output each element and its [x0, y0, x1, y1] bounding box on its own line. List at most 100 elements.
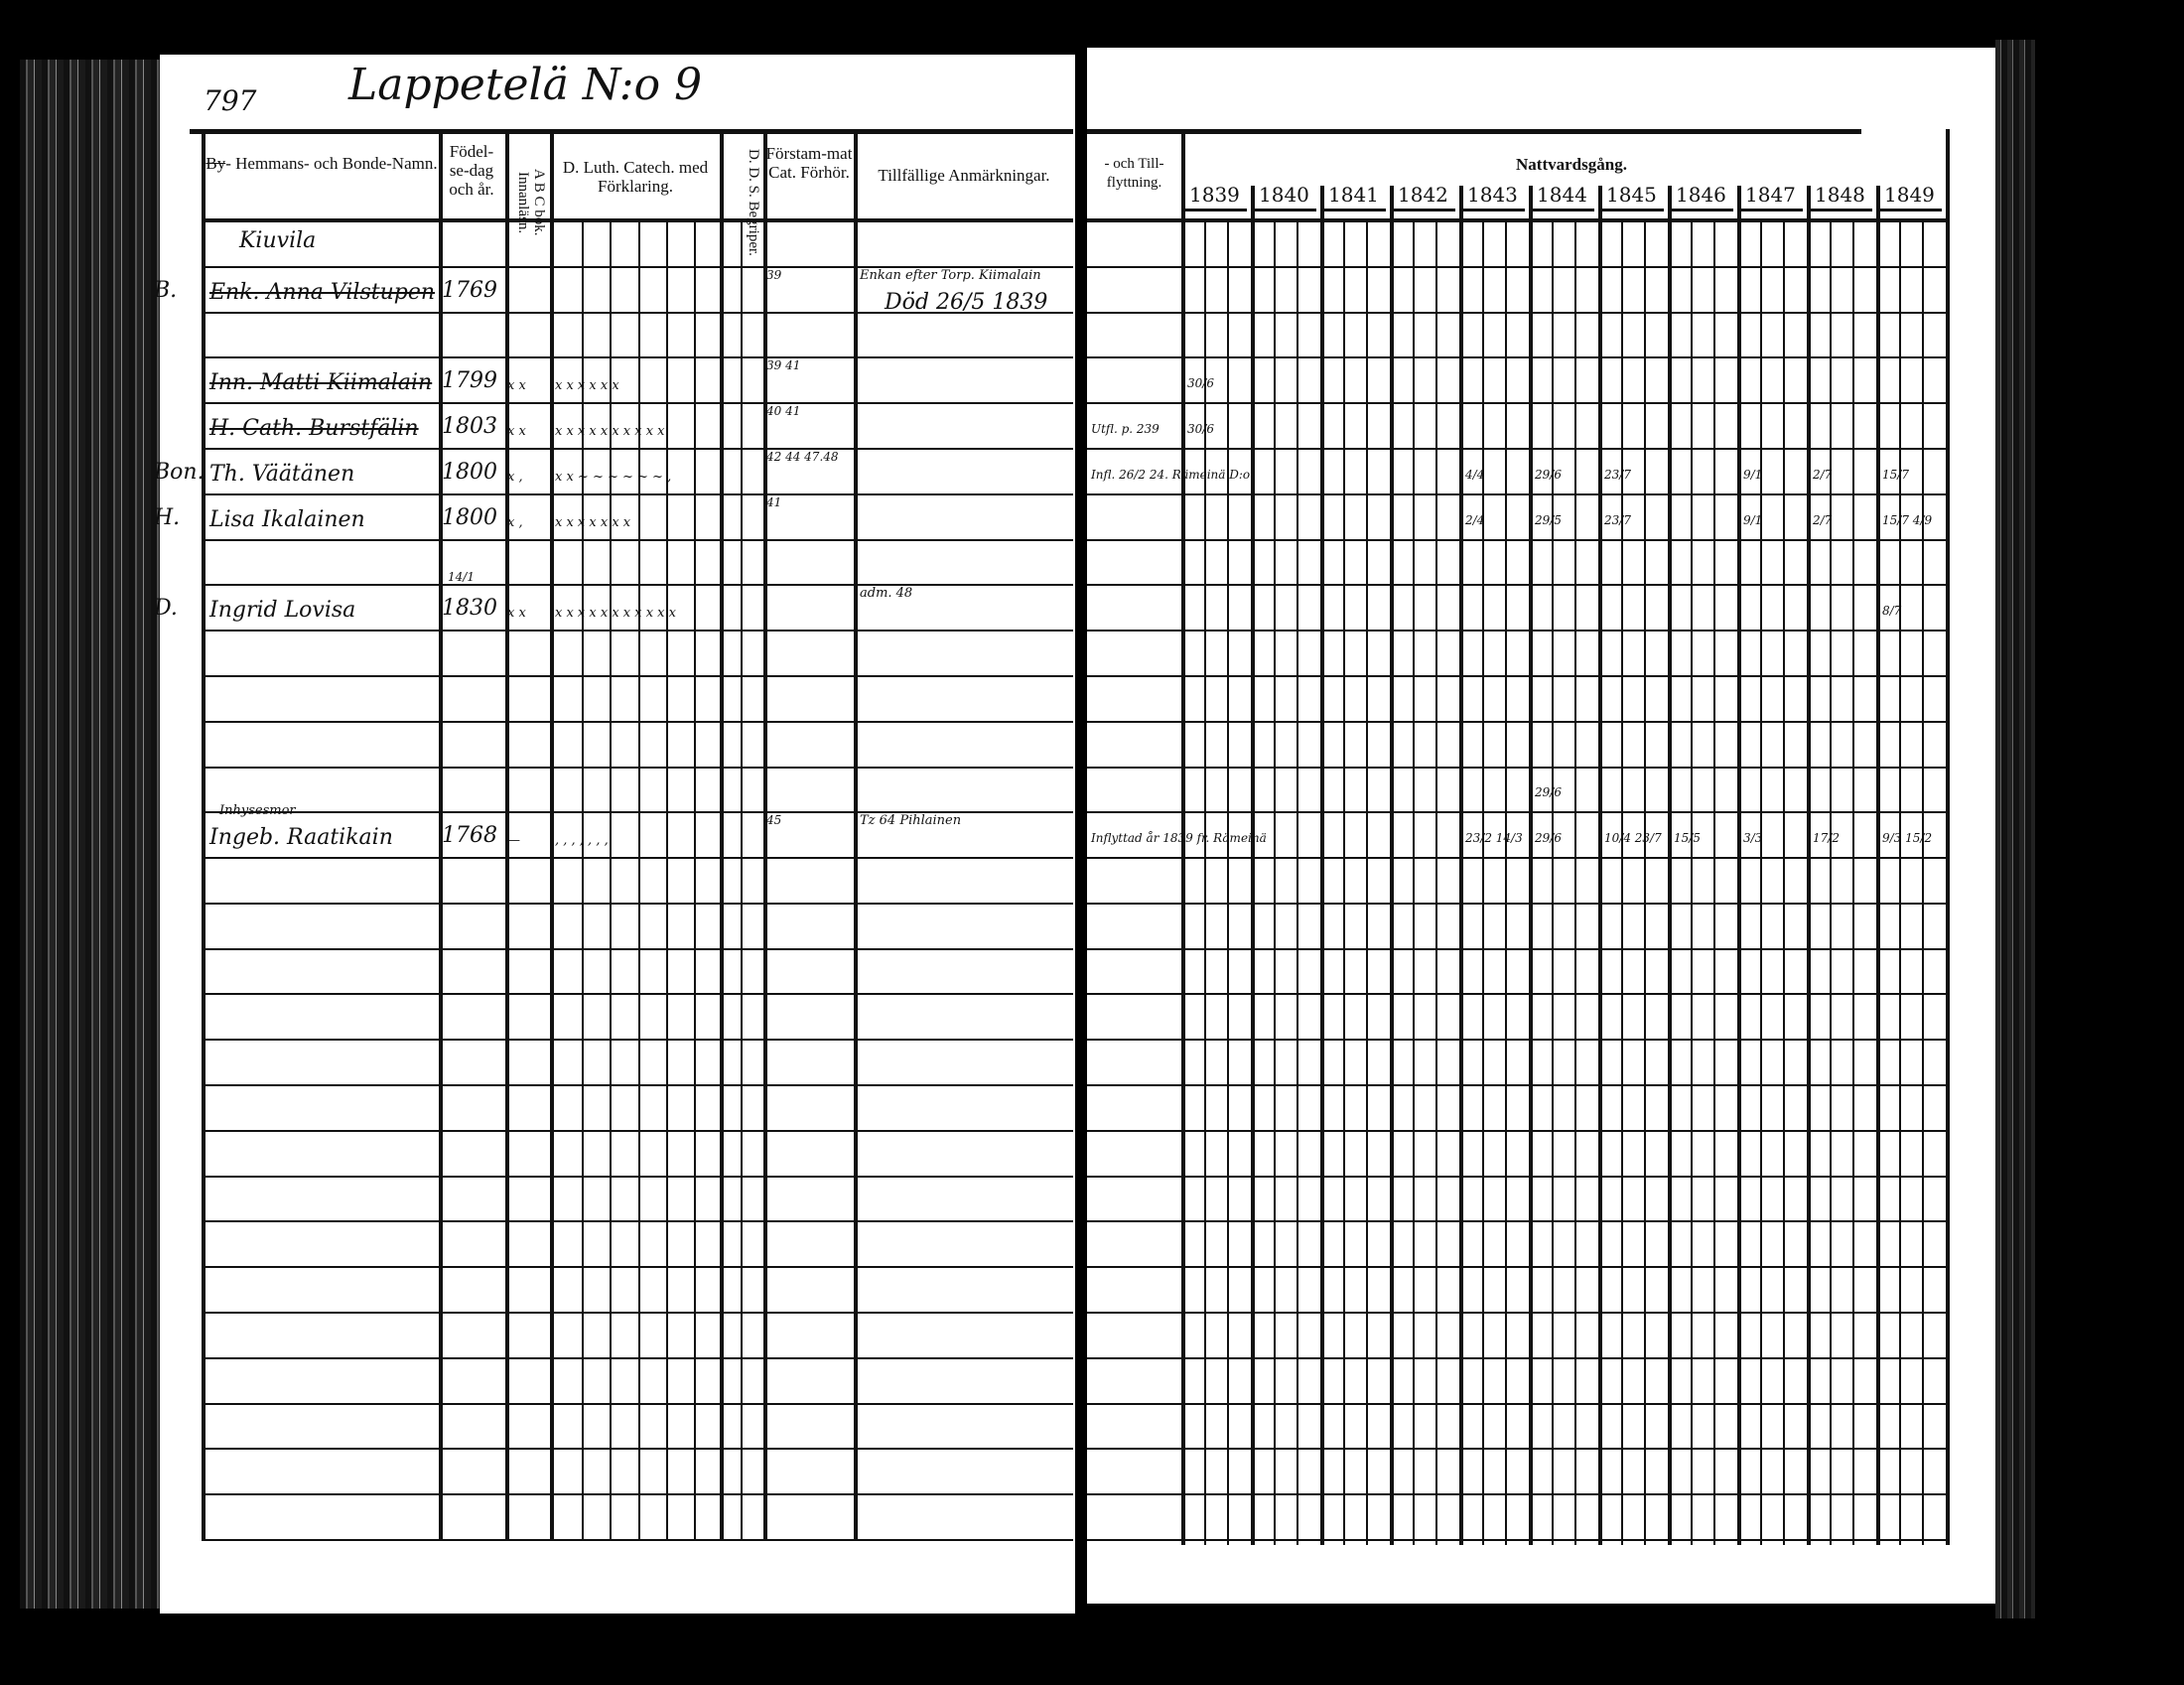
subcolumn-line: [1621, 220, 1623, 1545]
communion-date: 29/6: [1535, 831, 1562, 846]
year-underline: [1811, 209, 1872, 211]
subcolumn-line: [1830, 220, 1832, 1545]
header-birth-column: Födel-se-dag och år.: [449, 142, 494, 199]
subcolumn-line: [1204, 220, 1206, 1545]
communion-date: 9/1: [1743, 512, 1763, 527]
row-line: [1087, 630, 1946, 632]
remark-text-2: Död 26/5 1839: [885, 289, 1048, 315]
row-line: [202, 857, 1073, 860]
row-line: [1087, 1493, 1946, 1496]
communion-date: 15/7: [1882, 467, 1909, 482]
year-column-line: [1807, 186, 1811, 1545]
year-column-line: [1737, 186, 1741, 1545]
row-line: [202, 1266, 1073, 1269]
row-line: [202, 1493, 1073, 1496]
abc-marks: x ,: [507, 469, 523, 485]
row-line: [202, 538, 1073, 541]
row-line: [202, 811, 1073, 814]
header-dds-column: D. D. S. Begriper.: [746, 149, 761, 256]
row-line: [202, 1539, 1073, 1541]
subcolumn-line: [1691, 220, 1693, 1545]
row-line: [1087, 811, 1946, 814]
row-line: [202, 584, 1073, 587]
subcolumn-line: [1297, 220, 1298, 1545]
remark-text: adm. 48: [860, 586, 913, 602]
communion-date: 2/7: [1813, 467, 1833, 482]
communion-date: 30/6: [1187, 376, 1214, 391]
year-underline: [1602, 209, 1664, 211]
remark-text: Enkan efter Torp. Kiimalain: [860, 267, 1041, 283]
birth-year: 1803: [442, 413, 497, 439]
missed-hearings: 42 44 47.48: [766, 449, 839, 464]
row-line: [1087, 1129, 1946, 1132]
birth-year: 1768: [442, 823, 497, 849]
year-column-line: [1251, 186, 1255, 1545]
column-line: [550, 134, 554, 1541]
subcolumn-line: [1505, 220, 1507, 1545]
year-label: 1847: [1745, 183, 1796, 207]
column-line: [763, 134, 767, 1541]
subcolumn-line: [1760, 220, 1762, 1545]
header-moving-column: - och Till- flyttning.: [1104, 156, 1164, 191]
abc-marks: x x: [507, 423, 526, 439]
top-rule: [190, 129, 1073, 134]
missed-hearings: 45: [766, 813, 782, 828]
row-line: [1087, 1175, 1946, 1178]
year-underline: [1880, 209, 1942, 211]
year-label: 1845: [1606, 183, 1657, 207]
communion-date: 9/3 15/2: [1882, 831, 1933, 846]
row-line: [202, 902, 1073, 905]
book-right-edge: [1995, 40, 2035, 1618]
row-line: [202, 492, 1073, 495]
catechism-marks: , , , , , , ,: [555, 833, 609, 849]
communion-date: 23/7: [1604, 512, 1631, 527]
subcolumn-line: [1274, 220, 1276, 1545]
subcolumn-line: [1574, 220, 1576, 1545]
communion-date: 2/7: [1813, 512, 1833, 527]
person-name: Inn. Matti Kiimalain: [209, 370, 433, 396]
communion-date: 10/4 23/7: [1604, 831, 1662, 846]
subcolumn-line: [1435, 220, 1437, 1545]
subcolumn-line: [1922, 220, 1924, 1545]
row-line: [202, 1220, 1073, 1223]
row-line: [1087, 993, 1946, 996]
moving-note: Infl. 26/2 24. Rämeinä D:o: [1091, 467, 1251, 482]
header-name-text: - Hemmans- och Bonde-Namn.: [225, 154, 438, 173]
subcolumn-line: [638, 220, 640, 1539]
header-missed-column: Förstam-mat Cat. Förhör.: [765, 144, 853, 182]
subcolumn-line: [1899, 220, 1901, 1545]
moving-note: Utfl. p. 239: [1091, 421, 1160, 436]
row-line: [202, 993, 1073, 996]
year-column-line: [1390, 186, 1394, 1545]
year-label: 1843: [1467, 183, 1518, 207]
row-line: [202, 766, 1073, 769]
year-column-line: [1529, 186, 1533, 1545]
communion-date: 29/6: [1535, 785, 1562, 800]
communion-date: 3/3: [1743, 831, 1763, 846]
subcolumn-line: [1783, 220, 1785, 1545]
row-line: [1087, 538, 1946, 541]
column-line: [505, 134, 509, 1541]
person-name: Lisa Ikalainen: [209, 506, 365, 532]
catechism-marks: x x ~ ~ ~ ~ ~ ~ ,: [555, 469, 672, 485]
year-label: 1840: [1259, 183, 1309, 207]
communion-date: 29/6: [1535, 467, 1562, 482]
row-line: [202, 356, 1073, 359]
subcolumn-line: [1713, 220, 1715, 1545]
row-line: [1087, 857, 1946, 860]
birth-year: 1830: [442, 596, 497, 622]
column-line: [854, 134, 858, 1541]
name-prefix: B.: [154, 277, 178, 303]
year-label: 1844: [1537, 183, 1587, 207]
row-line: [1087, 447, 1946, 450]
column-line: [439, 134, 443, 1541]
row-line: [1087, 1356, 1946, 1359]
row-line: [202, 1448, 1073, 1451]
column-line: [1181, 129, 1185, 1545]
birth-year: 1800: [442, 504, 497, 530]
person-name: Ingeb. Raatikain: [209, 825, 393, 851]
left-page: 797 Lappetelä N:o 9 By- Hemmans- och Bon…: [154, 55, 1075, 1614]
page-number: 797: [204, 84, 257, 117]
year-underline: [1672, 209, 1733, 211]
year-underline: [1255, 209, 1316, 211]
